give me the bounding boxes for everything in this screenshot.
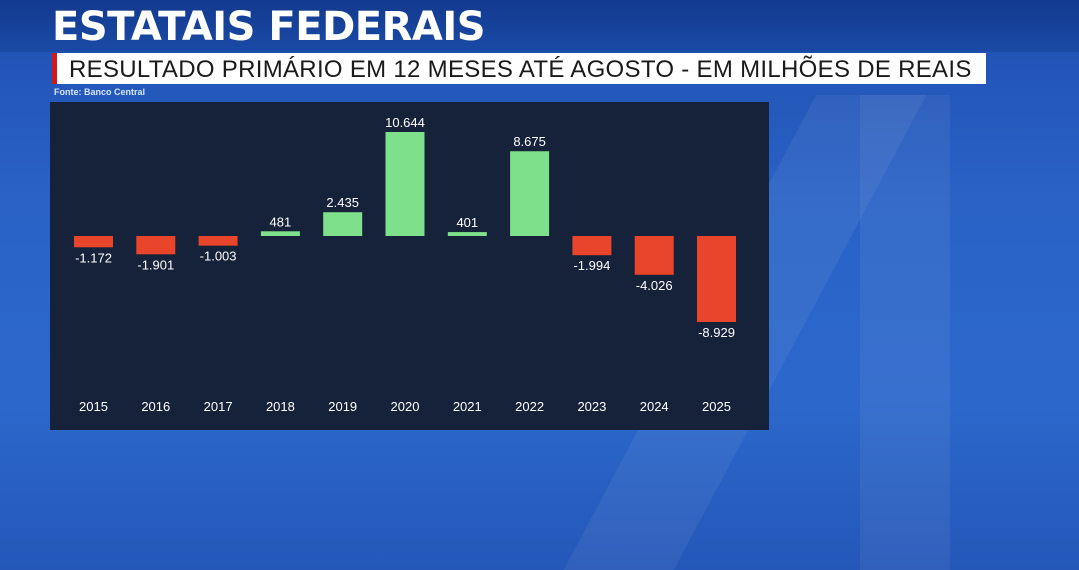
value-label-2025: -8.929: [698, 325, 735, 340]
year-label-2015: 2015: [79, 399, 108, 414]
bar-2021: [447, 232, 487, 236]
bar-2015: [74, 236, 113, 248]
bar-2017: [198, 236, 238, 246]
year-label-2021: 2021: [453, 399, 482, 414]
value-label-2016: -1.901: [137, 257, 174, 272]
value-label-2023: -1.994: [573, 258, 610, 273]
value-label-2017: -1.003: [200, 249, 237, 264]
bar-2025: [697, 236, 736, 322]
year-label-2025: 2025: [702, 399, 731, 414]
year-label-2019: 2019: [328, 399, 357, 414]
subtitle-bar: RESULTADO PRIMÁRIO EM 12 MESES ATÉ AGOST…: [52, 53, 986, 84]
bar-2022: [510, 151, 550, 236]
value-label-2018: 481: [270, 214, 292, 229]
source-credit: Fonte: Banco Central: [54, 87, 146, 97]
year-label-2018: 2018: [266, 399, 295, 414]
headline: ESTATAIS FEDERAIS: [52, 4, 486, 50]
bar-chart: -1.172 -1.901 -1.003 481 2.435 10.644 401 8.675…: [74, 115, 736, 414]
bar-2023: [572, 236, 612, 256]
year-label-2016: 2016: [141, 399, 170, 414]
value-label-2021: 401: [456, 215, 478, 230]
year-label-2023: 2023: [577, 399, 606, 414]
bar-2016: [136, 236, 176, 255]
bar-2019: [323, 212, 363, 236]
bar-2018: [260, 231, 300, 236]
value-label-2024: -4.026: [636, 278, 673, 293]
chart-panel: -1.172 -1.901 -1.003 481 2.435 10.644 401 8.675…: [50, 102, 769, 430]
value-label-2019: 2.435: [326, 195, 359, 210]
year-label-2017: 2017: [204, 399, 233, 414]
year-label-2022: 2022: [515, 399, 544, 414]
year-label-2024: 2024: [640, 399, 669, 414]
value-label-2022: 8.675: [513, 134, 546, 149]
bar-2024: [634, 236, 674, 275]
year-label-2020: 2020: [391, 399, 420, 414]
value-label-2020: 10.644: [385, 115, 425, 130]
value-label-2015: -1.172: [75, 250, 112, 265]
background-logo-shape: [860, 95, 950, 570]
bar-2020: [385, 132, 425, 236]
header-band: [0, 0, 1079, 52]
chart-subtitle: RESULTADO PRIMÁRIO EM 12 MESES ATÉ AGOST…: [69, 56, 972, 83]
